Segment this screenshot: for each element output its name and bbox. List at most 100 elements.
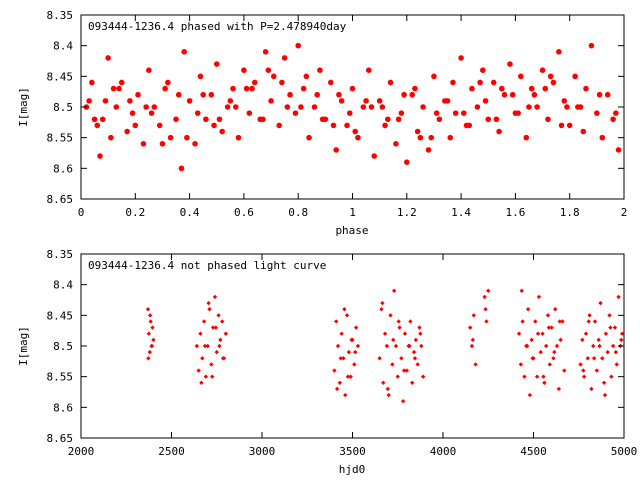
x-tick-label: 1.8 [560,206,580,219]
data-point [518,362,524,367]
y-tick-label: 8.45 [47,70,74,83]
data-point [528,85,535,92]
data-point [162,85,168,92]
data-point [110,85,117,92]
data-point [223,331,228,336]
phased-data-points [83,42,622,172]
y-tick-label: 8.55 [47,371,74,384]
data-point [345,374,351,379]
data-point [371,153,378,159]
data-point [545,313,551,318]
data-point [135,91,141,98]
data-point [597,343,602,349]
data-point [342,307,347,312]
data-point [540,331,545,336]
data-point [116,85,122,92]
data-point [306,134,312,141]
y-tick-label: 8.35 [47,248,74,261]
data-point [411,349,417,355]
unphased-data-points [145,288,625,404]
data-point [381,380,386,385]
data-point [615,147,622,153]
data-point [603,331,609,336]
data-point [203,374,209,379]
data-point [482,98,489,104]
data-point [496,128,502,135]
data-point [207,307,212,312]
data-point [387,79,394,86]
data-point [580,337,585,343]
data-point [414,128,421,135]
data-point [393,141,399,147]
data-point [314,91,321,98]
data-point [541,374,546,379]
data-point [474,104,481,110]
data-point [458,55,464,61]
x-tick-label: 2000 [68,445,95,458]
data-point [102,98,109,104]
data-point [547,362,552,367]
data-point [217,343,222,349]
phased-panel: 8.35 8.4 8.45 8.5 8.55 8.6 8.65 0 0.2 0.4 0.6 0.8 1… [17,9,627,237]
y-tick-label: 8.65 [47,193,74,206]
data-point [596,91,603,98]
data-point [564,104,570,110]
x-tick-label: 4000 [430,445,457,458]
data-point [105,55,111,61]
data-point [436,116,443,123]
data-point [196,368,201,373]
data-point [298,104,304,110]
data-point [201,319,207,324]
data-point [227,98,234,104]
data-point [547,73,554,80]
data-point [262,49,269,55]
data-point [232,104,239,110]
data-point [118,79,125,86]
data-point [610,116,616,123]
data-point [216,313,221,318]
data-point [376,98,383,104]
data-point [132,122,139,129]
data-point [317,67,323,73]
data-point [346,349,352,355]
data-point [94,122,101,129]
data-point [355,134,361,141]
data-point [184,134,190,141]
data-point [295,42,302,49]
data-point [149,343,155,349]
y-tick-label: 8.5 [53,101,73,114]
data-point [206,300,211,306]
data-point [202,343,208,349]
data-point [344,122,350,129]
data-point [395,116,402,123]
data-point [467,325,473,330]
data-point [127,98,133,104]
data-point [536,294,542,300]
data-point [578,362,583,367]
data-point [522,374,527,379]
x-tick-label: 1.4 [451,206,471,219]
unphased-x-axis-ticks: 2000 2500 3000 3500 4000 4500 5000 [68,254,637,458]
data-point [265,67,272,73]
data-point [276,122,282,129]
data-point [596,337,601,343]
data-point [609,374,614,379]
data-point [605,349,610,355]
data-point [556,386,562,392]
data-point [159,141,166,147]
data-point [382,331,388,336]
data-point [399,356,404,361]
data-point [558,122,565,129]
data-point [452,110,459,116]
data-point [420,374,426,379]
data-point [524,343,530,349]
data-point [619,331,625,336]
data-point [604,91,611,98]
data-point [549,325,554,330]
data-point [384,343,390,349]
data-point [194,343,200,349]
data-point [214,349,219,355]
data-point [554,343,560,349]
